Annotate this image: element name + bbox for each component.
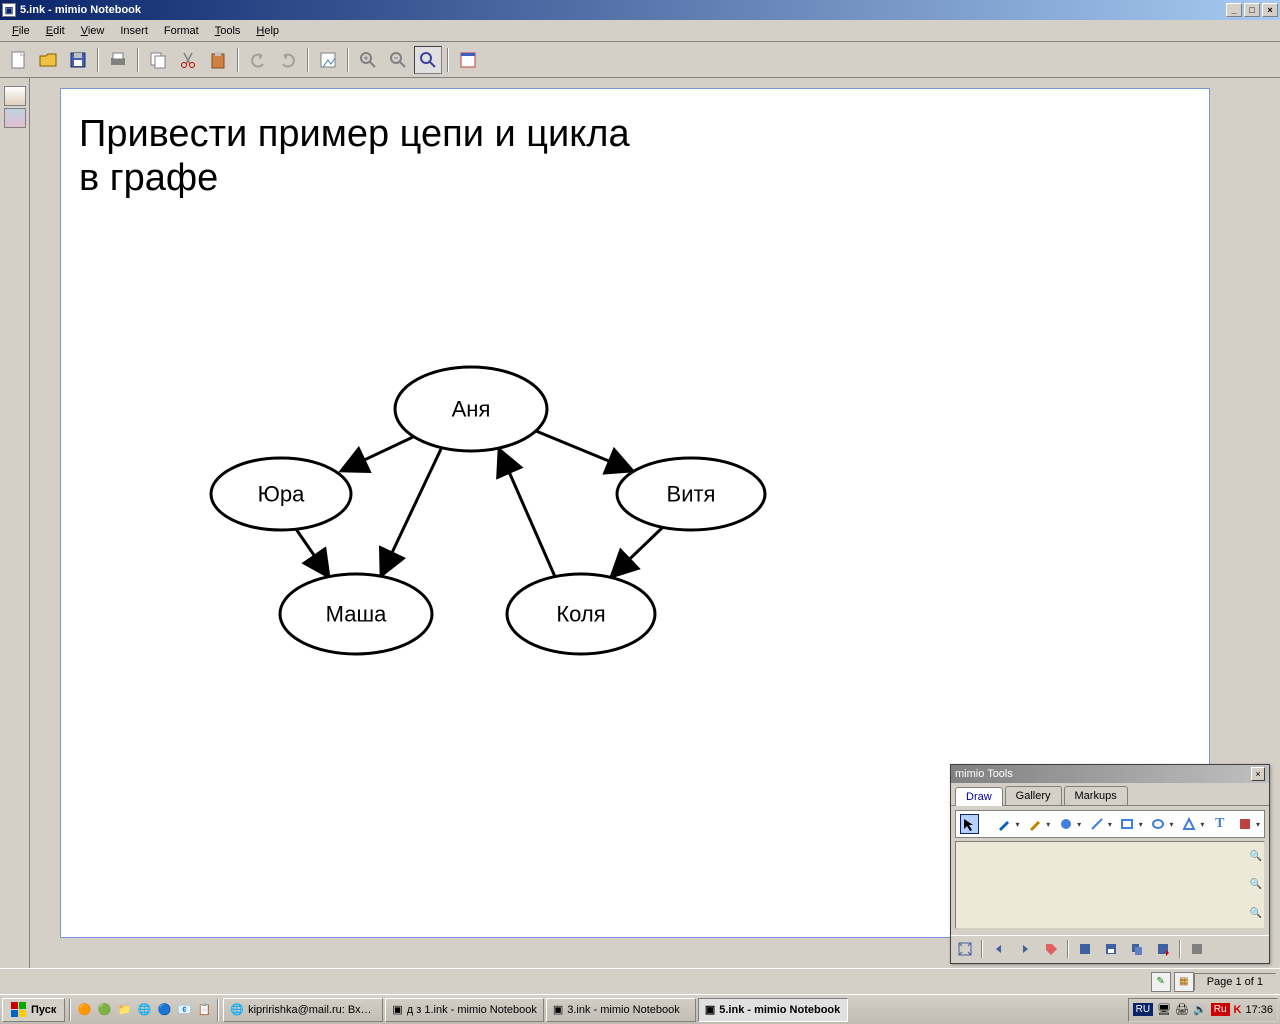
system-tray: RU 🖥 🖨 🔊 Ru K 17:36 bbox=[1128, 998, 1278, 1022]
tools-footer bbox=[951, 935, 1269, 961]
print-icon[interactable] bbox=[104, 46, 132, 74]
tray-icon-3[interactable]: 🔊 bbox=[1193, 1003, 1207, 1016]
footer-settings-icon[interactable] bbox=[1187, 939, 1207, 959]
footer-prev-icon[interactable] bbox=[989, 939, 1009, 959]
zoom-in-icon[interactable] bbox=[354, 46, 382, 74]
page-info: Page 1 of 1 bbox=[1194, 973, 1276, 991]
tools-tabs: Draw Gallery Markups bbox=[951, 783, 1269, 805]
ql-3[interactable]: 📁 bbox=[115, 1001, 133, 1019]
highlighter-tool-icon[interactable] bbox=[1026, 814, 1045, 834]
undo-icon[interactable] bbox=[244, 46, 272, 74]
taskbar-item-0[interactable]: 🌐kipririshka@mail.ru: Вход... bbox=[223, 998, 383, 1022]
taskbar-item-3[interactable]: ▣5.ink - mimio Notebook bbox=[698, 998, 848, 1022]
tools-row: ▾ ▾ ▾ ▾ ▾ ▾ ▾ T ▾ bbox=[955, 810, 1265, 838]
cut-icon[interactable] bbox=[174, 46, 202, 74]
redo-icon[interactable] bbox=[274, 46, 302, 74]
zoom-out-icon[interactable] bbox=[384, 46, 412, 74]
taskbar: Пуск 🟠 🟢 📁 🌐 🔵 📧 📋 🌐kipririshka@mail.ru:… bbox=[0, 994, 1280, 1024]
page-title: Привести пример цепи и цикла в графе bbox=[79, 113, 630, 200]
rect-tool-icon[interactable] bbox=[1118, 814, 1137, 834]
tray-icon-1[interactable]: 🖥 bbox=[1157, 1003, 1171, 1016]
status-btn-1[interactable]: ✎ bbox=[1151, 972, 1171, 992]
tab-draw[interactable]: Draw bbox=[955, 787, 1003, 806]
svg-text:Юра: Юра bbox=[258, 482, 305, 507]
panel-thumb-1[interactable] bbox=[4, 86, 26, 106]
ql-7[interactable]: 📋 bbox=[195, 1001, 213, 1019]
pen-tool-icon[interactable] bbox=[995, 814, 1014, 834]
ql-4[interactable]: 🌐 bbox=[135, 1001, 153, 1019]
eraser-tool-icon[interactable] bbox=[1056, 814, 1075, 834]
lang-ru[interactable]: Ru bbox=[1211, 1003, 1230, 1016]
insert-icon[interactable] bbox=[314, 46, 342, 74]
footer-copy-icon[interactable] bbox=[1127, 939, 1147, 959]
footer-tag-icon[interactable] bbox=[1041, 939, 1061, 959]
text-tool-icon[interactable]: T bbox=[1210, 814, 1229, 834]
menu-view[interactable]: View bbox=[73, 23, 113, 39]
select-tool-icon[interactable] bbox=[960, 814, 979, 834]
footer-fullscreen-icon[interactable] bbox=[955, 939, 975, 959]
toolbar bbox=[0, 42, 1280, 78]
tools-title-bar[interactable]: mimio Tools × bbox=[951, 765, 1269, 783]
ql-5[interactable]: 🔵 bbox=[155, 1001, 173, 1019]
mimio-tools-window[interactable]: mimio Tools × Draw Gallery Markups ▾ ▾ ▾… bbox=[950, 764, 1270, 964]
fullscreen-icon[interactable] bbox=[454, 46, 482, 74]
import-tool-icon[interactable] bbox=[1235, 814, 1254, 834]
clock: 17:36 bbox=[1245, 1004, 1273, 1016]
zoom-reset-icon[interactable]: 🔍 bbox=[1250, 908, 1262, 919]
taskbar-item-2[interactable]: ▣3.ink - mimio Notebook bbox=[546, 998, 696, 1022]
menu-format[interactable]: Format bbox=[156, 23, 207, 39]
menu-insert[interactable]: Insert bbox=[112, 23, 156, 39]
svg-text:Витя: Витя bbox=[667, 482, 716, 507]
status-btn-2[interactable]: ▦ bbox=[1174, 972, 1194, 992]
ql-1[interactable]: 🟠 bbox=[75, 1001, 93, 1019]
triangle-tool-icon[interactable] bbox=[1180, 814, 1199, 834]
footer-next-icon[interactable] bbox=[1015, 939, 1035, 959]
new-icon[interactable] bbox=[4, 46, 32, 74]
menu-file[interactable]: File bbox=[4, 23, 38, 39]
ql-6[interactable]: 📧 bbox=[175, 1001, 193, 1019]
tab-gallery[interactable]: Gallery bbox=[1005, 786, 1062, 805]
ellipse-tool-icon[interactable] bbox=[1149, 814, 1168, 834]
svg-text:Аня: Аня bbox=[452, 397, 491, 422]
copy-icon[interactable] bbox=[144, 46, 172, 74]
save-icon[interactable] bbox=[64, 46, 92, 74]
svg-text:Коля: Коля bbox=[556, 602, 605, 627]
paste-icon[interactable] bbox=[204, 46, 232, 74]
panel-thumb-2[interactable] bbox=[4, 108, 26, 128]
svg-text:Маша: Маша bbox=[326, 602, 387, 627]
lang-indicator[interactable]: RU bbox=[1133, 1003, 1153, 1016]
title-bar: ▣ 5.ink - mimio Notebook _ □ × bbox=[0, 0, 1280, 20]
footer-new-icon[interactable] bbox=[1075, 939, 1095, 959]
start-button[interactable]: Пуск bbox=[2, 998, 65, 1022]
ql-2[interactable]: 🟢 bbox=[95, 1001, 113, 1019]
zoom-minus-icon[interactable]: 🔍 bbox=[1250, 879, 1262, 890]
menu-tools[interactable]: Tools bbox=[207, 23, 249, 39]
zoom-plus-icon[interactable]: 🔍 bbox=[1250, 851, 1262, 862]
zoom-fit-icon[interactable] bbox=[414, 46, 442, 74]
tools-close-button[interactable]: × bbox=[1251, 767, 1265, 781]
app-icon: ▣ bbox=[2, 3, 16, 17]
close-button[interactable]: × bbox=[1262, 3, 1278, 17]
maximize-button[interactable]: □ bbox=[1244, 3, 1260, 17]
tools-workspace: 🔍 🔍 🔍 bbox=[955, 841, 1265, 929]
menu-bar: File Edit View Insert Format Tools Help bbox=[0, 20, 1280, 42]
side-panel bbox=[0, 78, 30, 968]
tray-icon-k[interactable]: K bbox=[1234, 1004, 1242, 1016]
line-tool-icon[interactable] bbox=[1087, 814, 1106, 834]
status-bar: ✎ ▦ Page 1 of 1 bbox=[0, 968, 1280, 994]
graph-diagram: Аня Юра Витя Маша Коля bbox=[141, 279, 841, 679]
taskbar-item-1[interactable]: ▣д з 1.ink - mimio Notebook bbox=[385, 998, 543, 1022]
tray-icon-2[interactable]: 🖨 bbox=[1175, 1003, 1189, 1016]
menu-edit[interactable]: Edit bbox=[38, 23, 73, 39]
tab-markups[interactable]: Markups bbox=[1064, 786, 1128, 805]
footer-delete-icon[interactable] bbox=[1153, 939, 1173, 959]
menu-help[interactable]: Help bbox=[248, 23, 287, 39]
footer-save-icon[interactable] bbox=[1101, 939, 1121, 959]
open-icon[interactable] bbox=[34, 46, 62, 74]
minimize-button[interactable]: _ bbox=[1226, 3, 1242, 17]
tools-body: ▾ ▾ ▾ ▾ ▾ ▾ ▾ T ▾ 🔍 🔍 🔍 bbox=[951, 805, 1269, 935]
window-title: 5.ink - mimio Notebook bbox=[20, 4, 141, 16]
